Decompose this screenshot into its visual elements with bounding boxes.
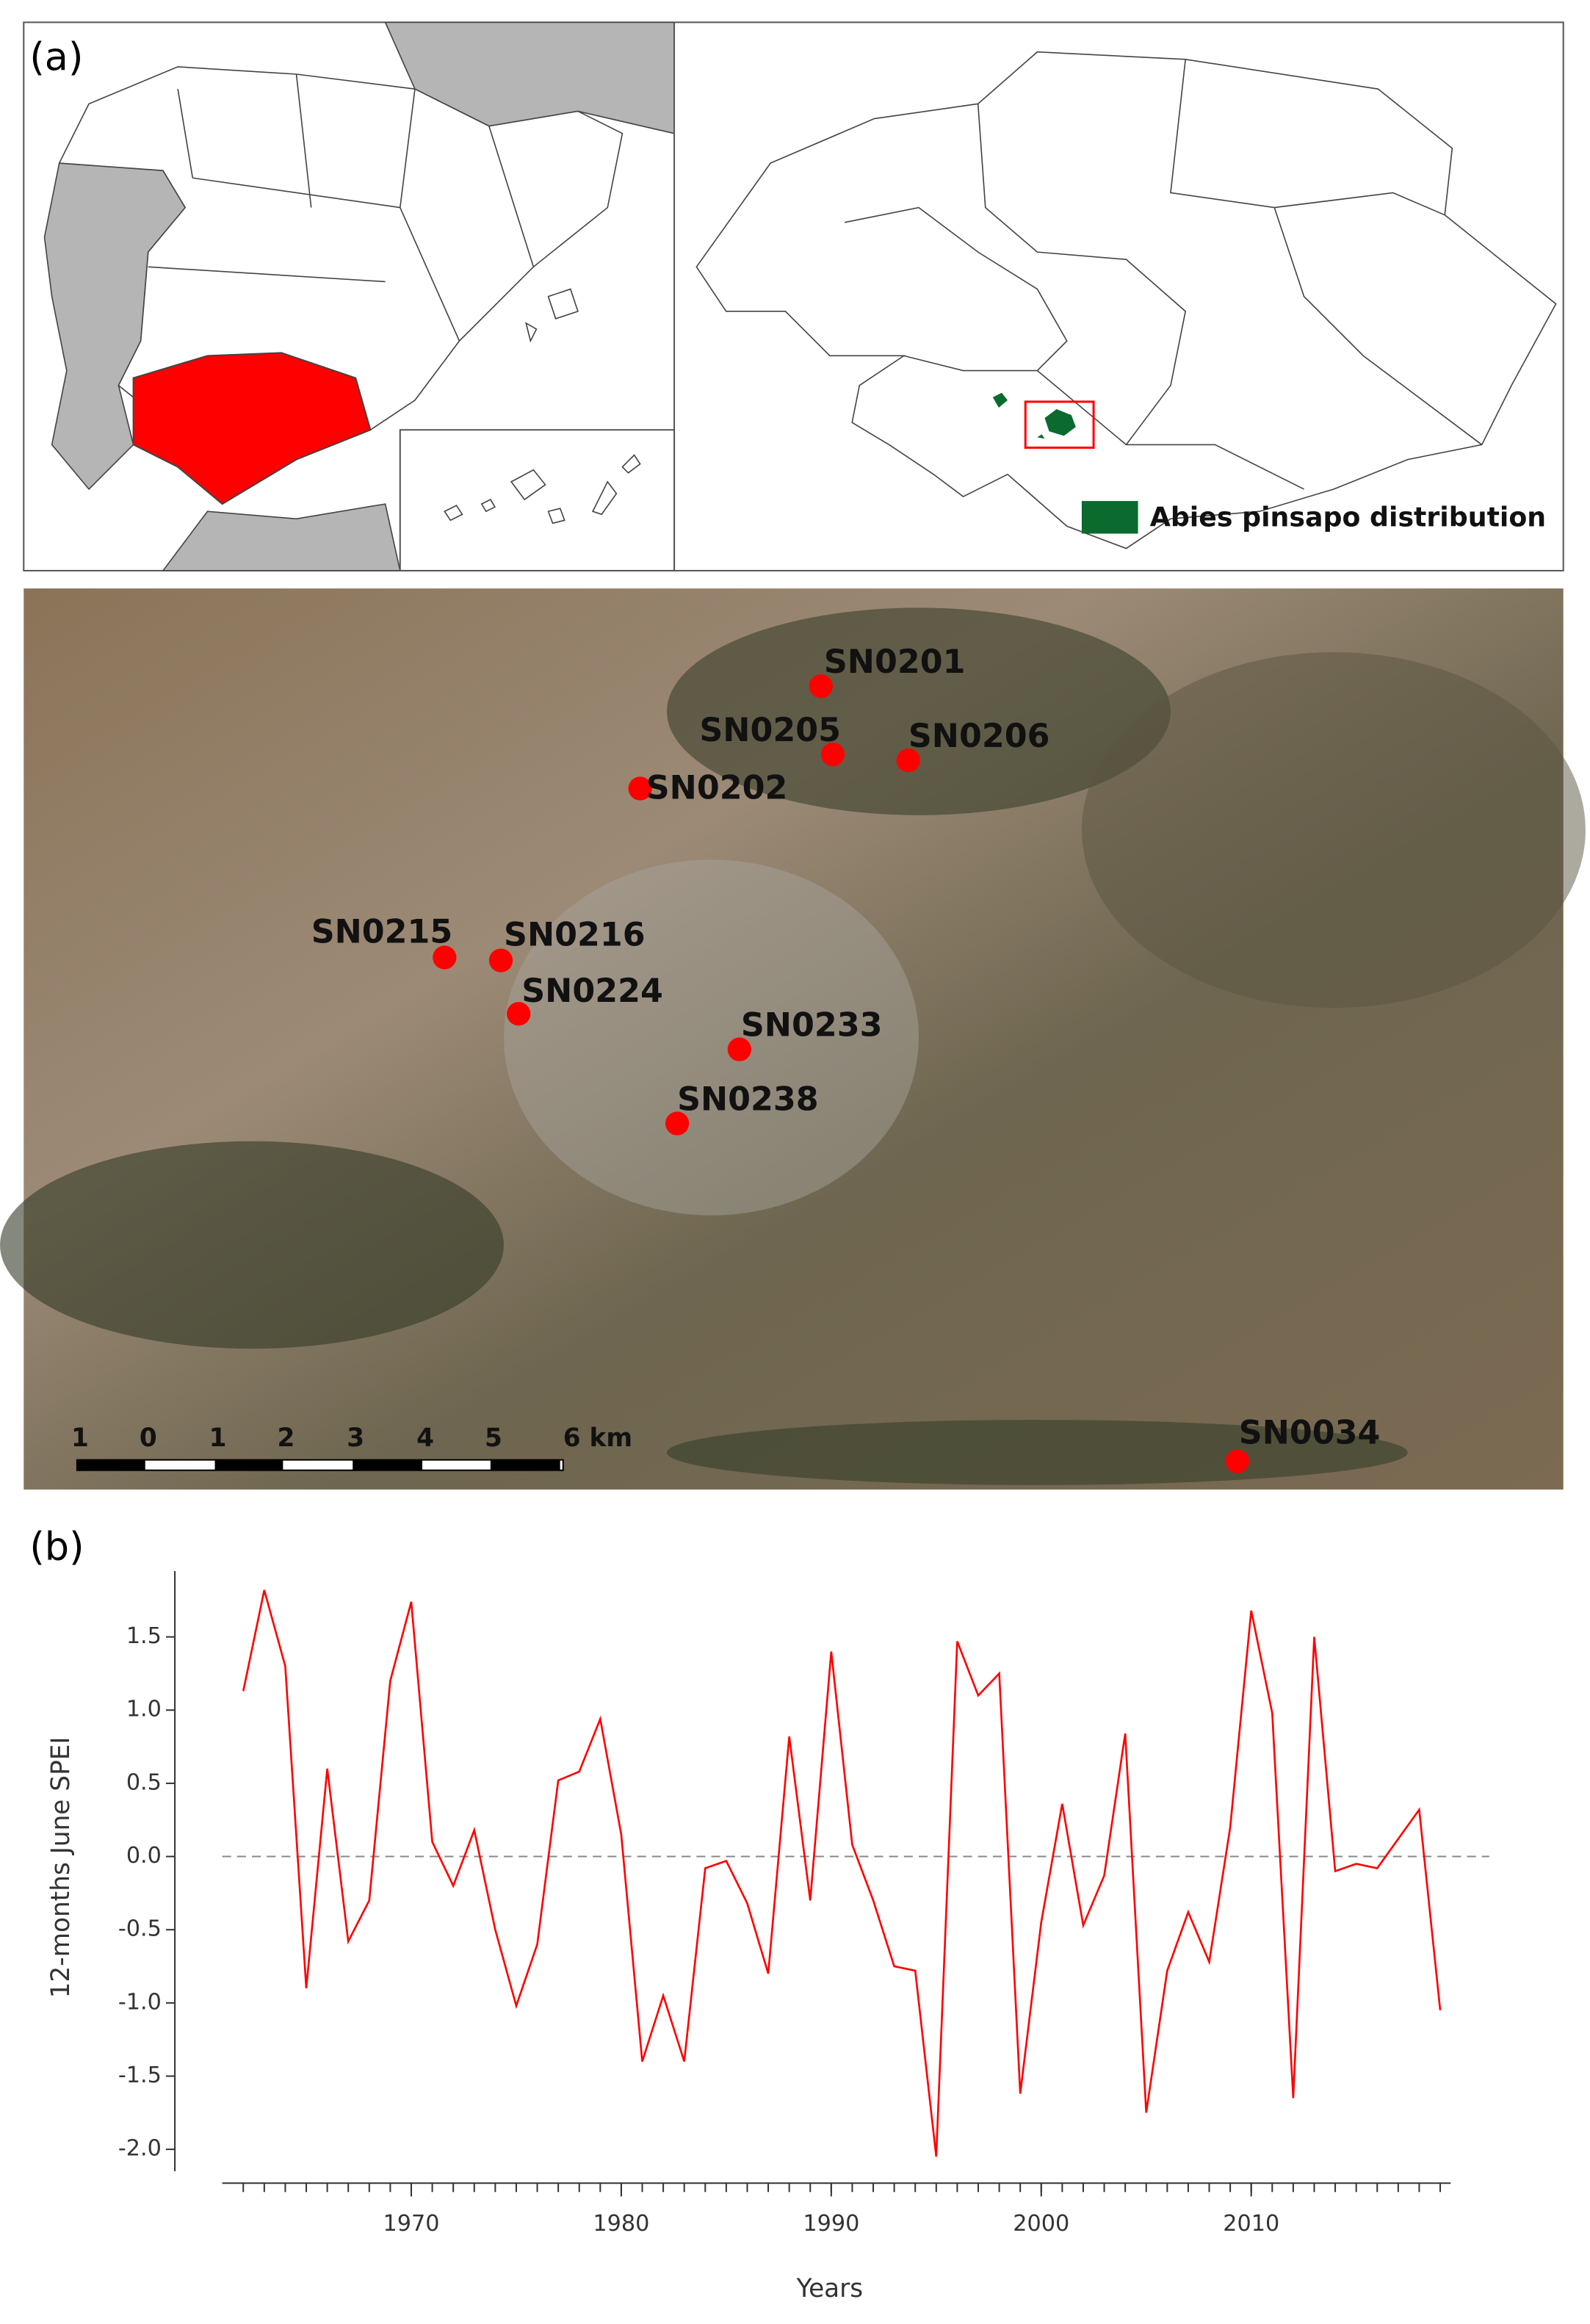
scale-bar-outline (76, 1459, 564, 1471)
y-tick-label: 0.5 (126, 1769, 162, 1795)
data-line (242, 1589, 1442, 2157)
location-maps: Abies pinsapo distribution (23, 21, 1564, 571)
x-tick-label: 1990 (803, 2211, 859, 2237)
scale-bar: 1 0 1 2 3 4 5 6 km (71, 1423, 632, 1471)
y-tick-label: 0.0 (126, 1843, 162, 1869)
x-tick-label: 2010 (1223, 2211, 1279, 2237)
y-tick-label: 1.0 (126, 1697, 162, 1722)
scale-bar-label: 5 (485, 1423, 502, 1453)
andalusia-outline (695, 51, 1557, 549)
site-label: SN0238 (677, 1080, 819, 1118)
scale-bar-segment (76, 1459, 145, 1470)
andalusia (132, 352, 372, 505)
scale-bar-label: 0 (140, 1423, 157, 1453)
baleares (525, 288, 579, 343)
provinces (844, 59, 1483, 490)
site-label: SN0233 (741, 1006, 883, 1044)
x-tick-label: 1980 (593, 2211, 649, 2237)
x-axis-title: Years (796, 2274, 863, 2303)
y-axis-title: 12-months June SPEI (46, 1736, 76, 1998)
site-dot (896, 748, 920, 773)
pinsapo-patches (992, 392, 1076, 439)
scale-bar-label: 6 km (563, 1423, 632, 1453)
y-tick-label: -2.0 (118, 2136, 162, 2162)
scale-bar-label: 1 (209, 1423, 227, 1453)
canarias-inset (399, 429, 676, 571)
spain-regions (148, 73, 535, 342)
site-dot (727, 1037, 751, 1061)
y-tick-label: -1.5 (118, 2063, 162, 2088)
scale-bar-label: 1 (71, 1423, 89, 1453)
site-dot (820, 742, 845, 767)
scale-bar-label: 4 (416, 1423, 434, 1453)
site-label: SN0205 (699, 712, 841, 749)
scale-bar-label: 2 (277, 1423, 294, 1453)
scale-bar-segment (353, 1459, 423, 1470)
site-label: SN0216 (504, 916, 646, 953)
forest (1081, 652, 1586, 1008)
site-dot (1225, 1449, 1249, 1473)
forest (666, 607, 1171, 815)
scale-bar-segment (490, 1459, 560, 1470)
site-label: SN0201 (824, 643, 966, 681)
scale-bar-segment (214, 1459, 283, 1470)
y-tick-label: -1.0 (118, 1989, 162, 2015)
africa (162, 503, 401, 571)
y-tick-label: 1.5 (126, 1623, 162, 1649)
site-label: SN0034 (1239, 1414, 1381, 1451)
site-dot (628, 776, 652, 801)
x-tick-label: 2000 (1013, 2211, 1069, 2237)
site-label: SN0206 (908, 718, 1050, 755)
bare-rock (504, 859, 919, 1216)
forest (0, 1141, 505, 1349)
satellite-map: 1 0 1 2 3 4 5 6 km (0, 588, 1586, 1490)
site-dot (488, 948, 513, 972)
scale-bar-label: 3 (347, 1423, 364, 1453)
x-tick-label: 1970 (383, 2211, 439, 2237)
legend-swatch (1081, 501, 1138, 534)
panel-label: (a) (29, 35, 83, 79)
panel-label: (b) (29, 1524, 84, 1569)
site-label: SN0202 (646, 770, 788, 807)
site-dot (433, 945, 457, 970)
sites: SN0201 SN0205 SN0206 SN0202 SN0215 SN0216 SN02… (311, 643, 1381, 1473)
canary-islands (444, 454, 641, 524)
site-label: SN0215 (311, 913, 453, 950)
site-label: SN0224 (521, 972, 663, 1010)
y-tick-label: -0.5 (118, 1916, 162, 1942)
legend-label: Abies pinsapo distribution (1150, 501, 1546, 533)
site-dot (507, 1002, 531, 1026)
site-dot (665, 1111, 690, 1136)
site-dot (809, 674, 833, 699)
spain (58, 66, 624, 446)
spei-chart: -2.0 -1.5 -1.0 -0.5 0.0 0.5 1.0 1.5 1970 1980 1990… (46, 1570, 1489, 2303)
study-area-box (1024, 400, 1095, 449)
forest (666, 1420, 1408, 1485)
